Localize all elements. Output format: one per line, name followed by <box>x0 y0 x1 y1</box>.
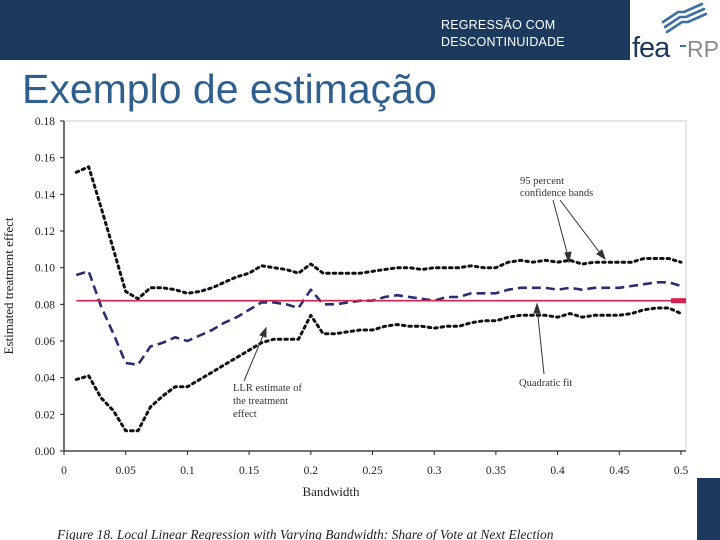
series-layer <box>74 165 686 433</box>
llr-estimate-line <box>75 269 682 367</box>
x-tick-label: 0.2 <box>304 465 319 477</box>
arrow-upper-band-right <box>559 199 604 258</box>
slide-title: Exemplo de estimação <box>22 66 437 112</box>
header-title-line1: REGRESSÃO COM <box>441 18 556 32</box>
figure-caption: Figure 18. Local Linear Regression with … <box>56 527 554 540</box>
x-tick-label: 0 <box>61 465 67 477</box>
x-tick-label: 0.35 <box>486 465 506 477</box>
quadratic-fit-line-end <box>671 298 686 304</box>
fea-rp-logo: fea RP <box>630 0 720 64</box>
x-tick-label: 0.5 <box>674 465 689 477</box>
x-tick-label: 0.45 <box>609 465 629 477</box>
y-tick-label: 0.06 <box>35 336 55 348</box>
header-title-line2: DESCONTINUIDADE <box>441 35 565 49</box>
y-tick-label: 0.08 <box>35 299 55 311</box>
annotation-confidence-line1: 95 percent <box>520 176 564 187</box>
x-axis-label: Bandwidth <box>302 484 360 499</box>
y-tick-label: 0.18 <box>35 116 55 128</box>
annotation-confidence-bands: 95 percent confidence bands <box>520 176 593 199</box>
treatment-effect-chart: 0 0.05 0.1 0.15 0.2 0.25 0.3 0.35 0.4 0.45 0.5 0.00… <box>1 116 689 540</box>
corner-block <box>697 478 720 540</box>
annotation-llr-line3: effect <box>233 409 257 420</box>
y-axis-label: Estimated treatment effect <box>1 217 16 354</box>
plot-frame <box>63 120 687 452</box>
x-tick-label: 0.1 <box>180 465 195 477</box>
y-tick-label: 0.16 <box>35 153 55 165</box>
annotation-llr-line1: LLR estimate of <box>233 383 302 394</box>
y-tick-label: 0.10 <box>35 263 55 275</box>
annotation-arrows <box>243 199 606 382</box>
axis-ticks: 0 0.05 0.1 0.15 0.2 0.25 0.3 0.35 0.4 0.45 0.5 0.00… <box>35 116 689 477</box>
annotation-quadratic-fit: Quadratic fit <box>519 378 572 389</box>
header-bar: REGRESSÃO COM DESCONTINUIDADE <box>0 0 630 60</box>
upper-confidence-band-line <box>74 165 683 301</box>
arrow-llr-estimate <box>243 330 266 382</box>
y-tick-label: 0.00 <box>35 446 55 458</box>
logo-text-suffix: RP <box>687 36 719 60</box>
arrow-upper-band <box>552 199 570 261</box>
x-tick-label: 0.25 <box>362 465 382 477</box>
header-title: REGRESSÃO COM DESCONTINUIDADE <box>441 17 565 51</box>
y-tick-label: 0.14 <box>35 189 55 201</box>
y-tick-label: 0.02 <box>35 409 55 421</box>
x-tick-label: 0.05 <box>116 465 136 477</box>
x-tick-label: 0.3 <box>427 465 442 477</box>
y-tick-label: 0.04 <box>35 373 55 385</box>
x-tick-label: 0.15 <box>239 465 259 477</box>
logo-text-main: fea <box>632 32 671 60</box>
annotation-llr-estimate: LLR estimate of the treatment effect <box>233 383 302 420</box>
annotation-confidence-line2: confidence bands <box>520 188 593 199</box>
annotation-llr-line2: the treatment <box>233 396 288 407</box>
x-tick-label: 0.4 <box>550 465 565 477</box>
arrow-quadratic-fit <box>536 306 545 375</box>
lower-confidence-band-line <box>74 306 683 433</box>
y-tick-label: 0.12 <box>35 226 55 238</box>
